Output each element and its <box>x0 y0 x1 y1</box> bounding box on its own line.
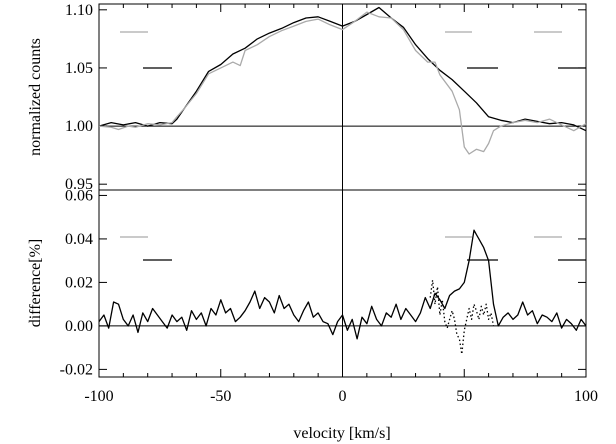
xtick-label: -50 <box>210 388 231 405</box>
ytick-label: 1.10 <box>65 2 93 19</box>
ytick-label: 1.00 <box>65 118 93 135</box>
xtick-label: 0 <box>339 388 347 405</box>
series-line-black <box>98 6 587 132</box>
ytick-label: -0.02 <box>60 361 93 378</box>
xlabel: velocity [km/s] <box>293 425 390 442</box>
bottom-legend-dashes <box>120 236 586 261</box>
ytick-label: 0.95 <box>65 176 93 193</box>
ytick-label: 0.04 <box>65 231 93 248</box>
series-line-black <box>98 229 587 340</box>
bottom-series <box>98 229 587 355</box>
top-legend-dashes <box>120 31 586 69</box>
xtick-label: -100 <box>84 388 113 405</box>
top-ylabel: normalized counts <box>27 38 44 156</box>
top-ticks: 0.95 1.00 1.05 1.10 <box>65 2 587 193</box>
ytick-label: 0.06 <box>65 187 93 204</box>
top-series <box>98 6 587 155</box>
series-line-dotted <box>429 279 495 355</box>
xtick-label: 50 <box>456 388 472 405</box>
bottom-reference-lines <box>99 190 586 377</box>
bottom-panel: -0.02 0.00 0.02 0.04 0.06 -100 -50 0 50 100 diffe… <box>27 187 598 442</box>
ytick-label: 0.02 <box>65 274 93 291</box>
ytick-label: 1.05 <box>65 60 93 77</box>
xtick-label: 100 <box>574 388 598 405</box>
top-reference-lines <box>99 4 586 190</box>
bottom-ticks: -0.02 0.00 0.02 0.04 0.06 -100 -50 0 50 100 <box>60 187 598 405</box>
series-line-gray <box>98 11 587 155</box>
ytick-label: 0.00 <box>65 318 93 335</box>
bottom-ylabel: difference[%] <box>27 239 44 328</box>
top-panel: 0.95 1.00 1.05 1.10 normalized counts <box>27 2 587 193</box>
